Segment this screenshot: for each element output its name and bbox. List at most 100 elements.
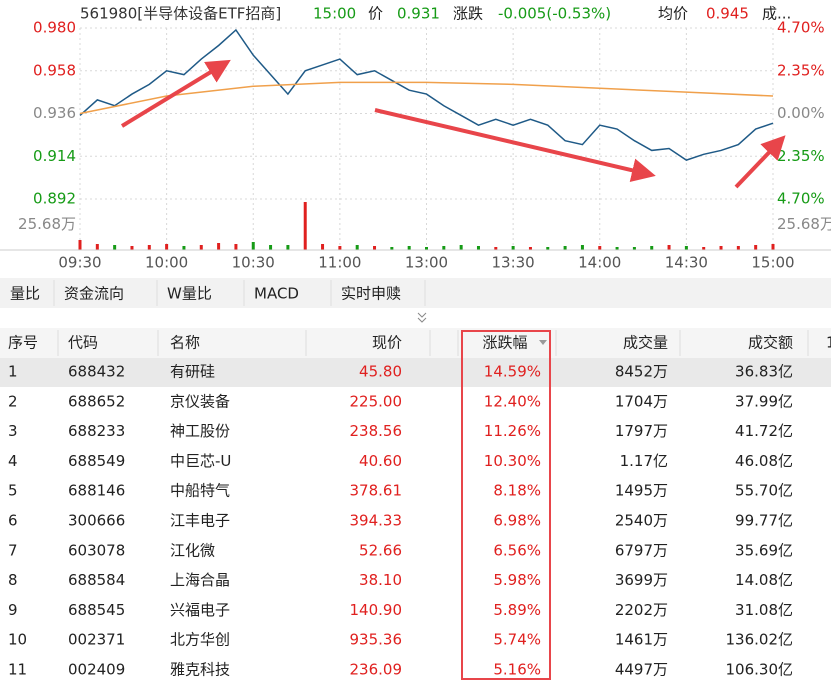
collapse-icon[interactable] bbox=[417, 312, 427, 318]
tab[interactable]: 资金流向 bbox=[64, 285, 124, 303]
y-tick-label: 0.958 bbox=[33, 61, 76, 79]
volume-bar bbox=[234, 244, 238, 250]
table-cell: 238.56 bbox=[350, 422, 403, 440]
tab[interactable]: 实时申赎 bbox=[341, 285, 401, 303]
table-cell: 688584 bbox=[68, 571, 125, 589]
header-avg-label: 均价 bbox=[658, 5, 688, 23]
table-cell: 兴福电子 bbox=[170, 601, 230, 619]
volume-bar bbox=[147, 245, 151, 250]
table-cell: 236.09 bbox=[350, 661, 403, 679]
volume-bar bbox=[528, 247, 532, 250]
tab[interactable]: MACD bbox=[254, 285, 299, 303]
price-line bbox=[79, 28, 774, 161]
table-cell: 603078 bbox=[68, 541, 125, 559]
table-cell: 8 bbox=[8, 571, 18, 589]
arrow bbox=[374, 108, 656, 183]
x-tick-label: 09:30 bbox=[58, 254, 101, 272]
table-cell: 2202万 bbox=[615, 601, 668, 619]
volume-bar bbox=[182, 246, 186, 250]
volume-bar bbox=[355, 245, 359, 250]
table-cell: 002409 bbox=[68, 661, 125, 679]
table-cell: 4497万 bbox=[615, 661, 668, 679]
table-cell: 上海合晶 bbox=[170, 571, 230, 589]
y2-tick-label: 0.00% bbox=[777, 104, 825, 122]
table-header: 代码 bbox=[68, 334, 98, 352]
volume-bar bbox=[771, 244, 775, 250]
table-cell: 5.98% bbox=[493, 571, 541, 589]
tab[interactable]: W量比 bbox=[167, 285, 212, 303]
x-tick-label: 14:30 bbox=[665, 254, 708, 272]
tab[interactable]: 量比 bbox=[10, 285, 40, 303]
header-price-label: 价 bbox=[368, 5, 383, 23]
y-tick-label: 0.892 bbox=[33, 190, 76, 208]
table-cell: 935.36 bbox=[350, 631, 403, 649]
volume-bar bbox=[650, 246, 654, 250]
table-cell: 4 bbox=[8, 452, 18, 470]
volume-bar bbox=[563, 246, 567, 250]
table-cell: 5.89% bbox=[493, 601, 541, 619]
volume-bar bbox=[546, 247, 550, 250]
collapse-icon[interactable] bbox=[417, 317, 427, 323]
table-cell: 京仪装备 bbox=[170, 392, 230, 410]
volume-bar bbox=[476, 246, 480, 250]
table-header: 成交量 bbox=[623, 334, 668, 352]
x-tick-label: 13:30 bbox=[492, 254, 535, 272]
table-cell: 36.83亿 bbox=[735, 363, 793, 381]
table-cell: 6797万 bbox=[615, 541, 668, 559]
table-cell: 31.08亿 bbox=[735, 601, 793, 619]
table-header: 1 bbox=[826, 334, 831, 352]
volume-bar bbox=[425, 247, 428, 250]
volume-bar bbox=[338, 246, 342, 250]
volume-bar bbox=[494, 247, 498, 250]
table-cell: 5.74% bbox=[493, 631, 541, 649]
table-cell: 江化微 bbox=[170, 541, 215, 559]
table-cell: 40.60 bbox=[359, 452, 402, 470]
volume-bar bbox=[95, 244, 99, 250]
volume-bar bbox=[303, 202, 307, 250]
highlight-box bbox=[461, 330, 551, 680]
header-avg: 0.945 bbox=[706, 5, 749, 23]
table-cell: 225.00 bbox=[350, 392, 403, 410]
table-cell: 41.72亿 bbox=[735, 422, 793, 440]
table-header: 现价 bbox=[372, 334, 402, 352]
y2-tick-label: 2.35% bbox=[777, 147, 825, 165]
table-cell: 12.40% bbox=[484, 392, 541, 410]
y2-tick-label: 2.35% bbox=[777, 61, 825, 79]
header-more: 成... bbox=[762, 5, 791, 23]
table-cell: 1.17亿 bbox=[620, 452, 668, 470]
table-cell: 45.80 bbox=[359, 363, 402, 381]
table-cell: 中巨芯-U bbox=[170, 452, 231, 470]
table-cell: 5.16% bbox=[493, 661, 541, 679]
header-code-name: 561980[半导体设备ETF招商] bbox=[80, 5, 281, 23]
y-tick-label: 0.980 bbox=[33, 19, 76, 37]
table-cell: 中船特气 bbox=[170, 482, 230, 500]
y2-tick-label: 4.70% bbox=[777, 19, 825, 37]
table-cell: 378.61 bbox=[350, 482, 403, 500]
x-tick-label: 14:00 bbox=[578, 254, 621, 272]
volume-bar bbox=[165, 244, 169, 250]
table-header: 序号 bbox=[8, 334, 38, 352]
table-cell: 9 bbox=[8, 601, 18, 619]
x-tick-label: 15:00 bbox=[751, 254, 794, 272]
volume-bar bbox=[199, 245, 203, 250]
table-cell: 6.56% bbox=[493, 541, 541, 559]
volume-bar bbox=[719, 246, 723, 250]
table-cell: 北方华创 bbox=[170, 631, 230, 649]
y-tick-label: 0.936 bbox=[33, 104, 76, 122]
table-cell: 1461万 bbox=[615, 631, 668, 649]
table-header: 成交额 bbox=[748, 334, 793, 352]
table-cell: 7 bbox=[8, 541, 18, 559]
tab-bar bbox=[0, 278, 831, 308]
volume-bar bbox=[286, 245, 290, 250]
volume-bar bbox=[667, 245, 671, 250]
table-cell: 688233 bbox=[68, 422, 125, 440]
table-cell: 江丰电子 bbox=[170, 512, 230, 530]
table-cell: 6.98% bbox=[493, 512, 541, 530]
volume-bar bbox=[598, 246, 602, 250]
volume-bar bbox=[684, 246, 688, 250]
table-cell: 有研硅 bbox=[170, 363, 215, 381]
table-cell: 55.70亿 bbox=[735, 482, 793, 500]
volume-bar bbox=[217, 243, 221, 250]
x-tick-label: 10:30 bbox=[232, 254, 275, 272]
